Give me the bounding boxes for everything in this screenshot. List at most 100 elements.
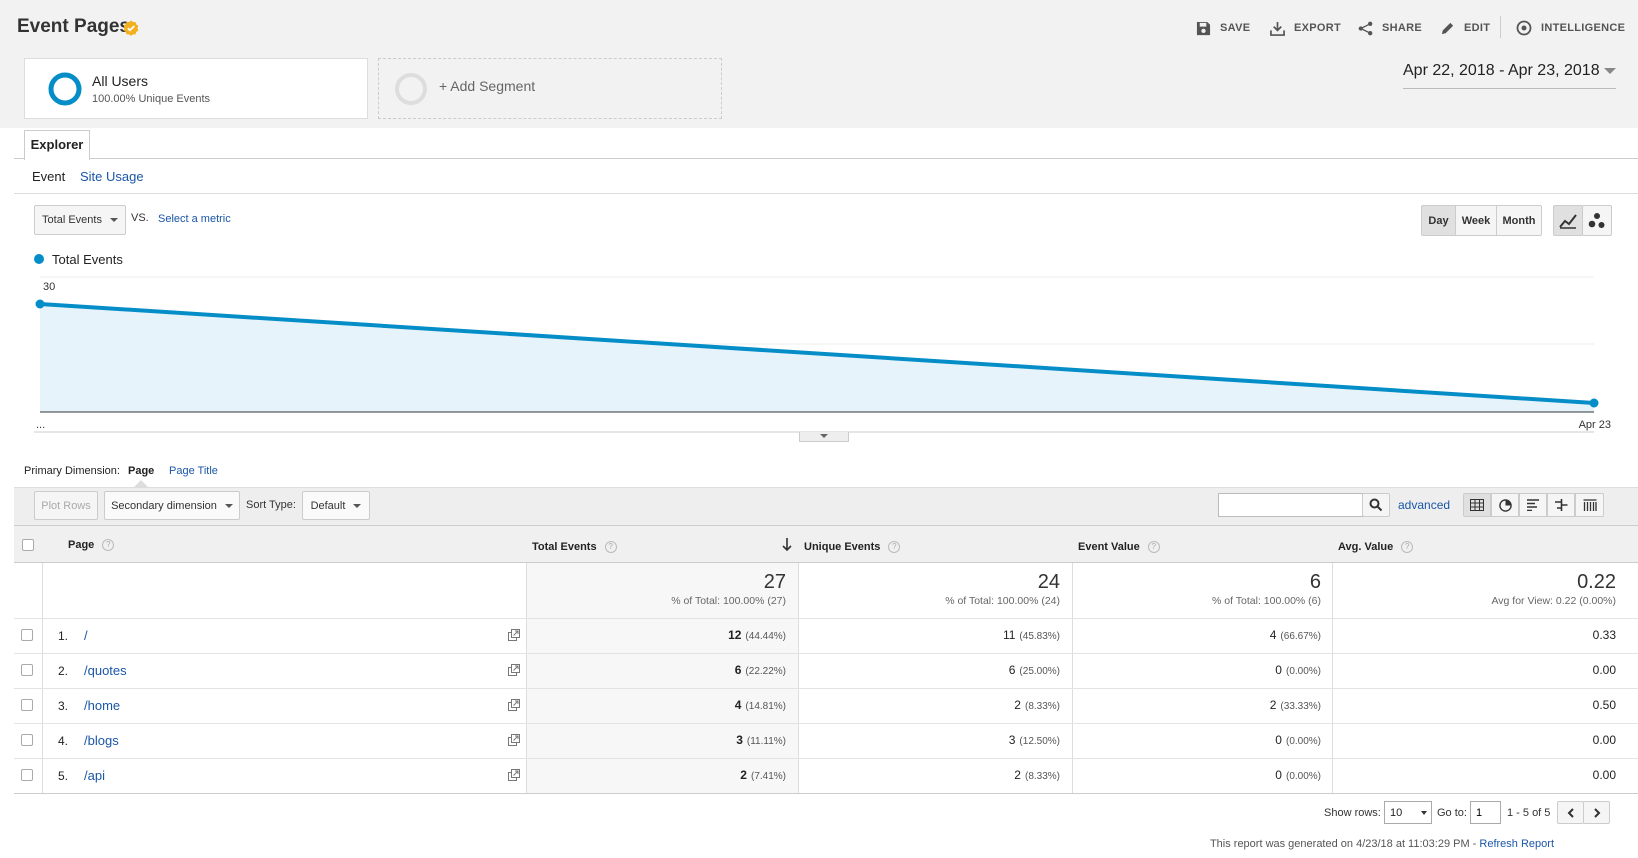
percentage-view-button[interactable] [1491, 493, 1519, 517]
open-page-icon[interactable] [508, 769, 520, 781]
open-page-icon[interactable] [508, 734, 520, 746]
date-range-picker[interactable]: Apr 22, 2018 - Apr 23, 2018 [1403, 62, 1616, 89]
total-events-value: 2 [740, 768, 747, 782]
share-button[interactable]: SHARE [1358, 19, 1422, 37]
avg-value-cell: 0.00 [1592, 768, 1616, 782]
pivot-view-button[interactable] [1575, 493, 1604, 517]
data-point[interactable] [1589, 398, 1599, 408]
intelligence-button[interactable]: INTELLIGENCE [1516, 19, 1625, 37]
advanced-filter-link[interactable]: advanced [1398, 498, 1451, 512]
prev-page-button[interactable] [1557, 801, 1584, 824]
open-page-icon[interactable] [508, 629, 520, 641]
plot-rows-button[interactable]: Plot Rows [34, 491, 98, 520]
data-point[interactable] [35, 299, 45, 309]
table-search-input[interactable] [1218, 493, 1363, 517]
help-icon[interactable]: ? [888, 541, 901, 554]
open-page-icon[interactable] [508, 699, 520, 711]
primary-dimension-label: Primary Dimension: [24, 465, 120, 477]
column-header-unique-events[interactable]: Unique Events? [798, 525, 1072, 563]
edit-button[interactable]: EDIT [1440, 19, 1490, 37]
line-chart-button[interactable] [1553, 205, 1583, 236]
row-divider [14, 653, 1638, 654]
row-checkbox[interactable] [21, 699, 33, 711]
total-events-cell: 12 (44.44%) [526, 628, 786, 642]
table-grid-icon [1470, 499, 1484, 511]
row-checkbox[interactable] [21, 664, 33, 676]
column-header-avg-value[interactable]: Avg. Value? [1332, 525, 1638, 563]
sort-type-value: Default [310, 499, 346, 512]
data-view-button[interactable] [1463, 493, 1491, 517]
show-rows-select[interactable]: 10 [1384, 801, 1432, 824]
save-button[interactable]: SAVE [1196, 19, 1250, 37]
total-events-cell: 4 (14.81%) [526, 698, 786, 712]
add-segment-button[interactable]: + Add Segment [378, 58, 722, 119]
row-page-link[interactable]: /home [84, 698, 121, 713]
row-page-link[interactable]: /blogs [84, 733, 119, 748]
save-icon [1196, 21, 1211, 35]
column-header-page[interactable]: Page? [42, 525, 526, 563]
avg-value-cell: 0.00 [1592, 663, 1616, 677]
dimension-page-title[interactable]: Page Title [169, 465, 218, 477]
export-button[interactable]: EXPORT [1270, 19, 1341, 37]
segment-all-users[interactable]: All Users 100.00% Unique Events [24, 58, 368, 119]
sort-type-select[interactable]: Default [302, 491, 370, 520]
x-tick-end: Apr 23 [1579, 419, 1611, 431]
row-page-link[interactable]: /api [84, 768, 105, 783]
help-icon[interactable]: ? [102, 539, 115, 552]
series-area [40, 304, 1594, 412]
report-header [0, 0, 1638, 54]
row-page-link[interactable]: /quotes [84, 663, 127, 678]
granularity-month-button[interactable]: Month [1496, 205, 1542, 236]
row-checkbox[interactable] [21, 629, 33, 641]
performance-view-button[interactable] [1519, 493, 1547, 517]
help-icon[interactable]: ? [604, 541, 617, 554]
select-all-checkbox[interactable] [22, 539, 34, 551]
event-value-cell: 2 (33.33%) [1072, 698, 1321, 712]
select-metric-link[interactable]: Select a metric [158, 213, 231, 225]
legend-swatch [34, 254, 44, 264]
unique-events-pct: (25.00%) [1019, 666, 1060, 677]
row-page-link[interactable]: / [84, 628, 88, 643]
help-icon[interactable]: ? [1401, 541, 1414, 554]
column-header-event-value[interactable]: Event Value? [1072, 525, 1332, 563]
open-page-icon[interactable] [508, 664, 520, 676]
total-events-value: 3 [736, 733, 743, 747]
dimension-page[interactable]: Page [128, 465, 155, 477]
tab-explorer[interactable]: Explorer [24, 130, 90, 160]
goto-label: Go to: [1437, 807, 1467, 819]
motion-chart-button[interactable] [1582, 205, 1612, 236]
unique-events-pct: (45.83%) [1019, 631, 1060, 642]
secondary-dimension-select[interactable]: Secondary dimension [104, 491, 240, 520]
series-line [39, 302, 1595, 405]
granularity-week-button[interactable]: Week [1455, 205, 1497, 236]
search-button[interactable] [1362, 493, 1390, 517]
chart-collapse-handle[interactable] [799, 432, 849, 442]
next-page-button[interactable] [1583, 801, 1610, 824]
tab-divider [14, 158, 1638, 159]
comparison-view-button[interactable] [1547, 493, 1575, 517]
x-tick-start: ... [36, 419, 45, 431]
column-header-total-events[interactable]: Total Events? [526, 525, 798, 563]
subtab-site-usage[interactable]: Site Usage [80, 169, 144, 184]
help-icon[interactable]: ? [1147, 541, 1160, 554]
metric-select[interactable]: Total Events [34, 205, 126, 235]
chevron-right-icon [1593, 807, 1600, 818]
row-checkbox[interactable] [21, 769, 33, 781]
goto-page-input[interactable] [1470, 801, 1501, 824]
avg-value-total-sub: Avg for View: 0.22 (0.00%) [1491, 595, 1616, 607]
refresh-report-link[interactable]: Refresh Report [1479, 838, 1554, 850]
share-label: SHARE [1382, 22, 1423, 34]
event-value-cell: 0 (0.00%) [1072, 733, 1321, 747]
subtab-event[interactable]: Event [32, 169, 66, 184]
row-number: 2. [58, 664, 69, 678]
granularity-day-button[interactable]: Day [1421, 205, 1456, 236]
add-segment-label: + Add Segment [439, 78, 536, 94]
table-view-switcher [1463, 493, 1604, 517]
event-value-value: 0 [1275, 663, 1282, 677]
avg-value-cell: 0.50 [1592, 698, 1616, 712]
table-row: 2. /quotes 6 (22.22%) 6 (25.00%) 0 (0.00%) … [14, 653, 1638, 688]
select-all-header [14, 525, 42, 563]
segment-donut-icon [48, 72, 82, 106]
column-header-label: Avg. Value [1338, 541, 1394, 553]
row-checkbox[interactable] [21, 734, 33, 746]
